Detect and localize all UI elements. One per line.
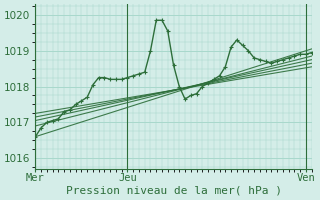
X-axis label: Pression niveau de la mer( hPa ): Pression niveau de la mer( hPa ) bbox=[66, 186, 282, 196]
